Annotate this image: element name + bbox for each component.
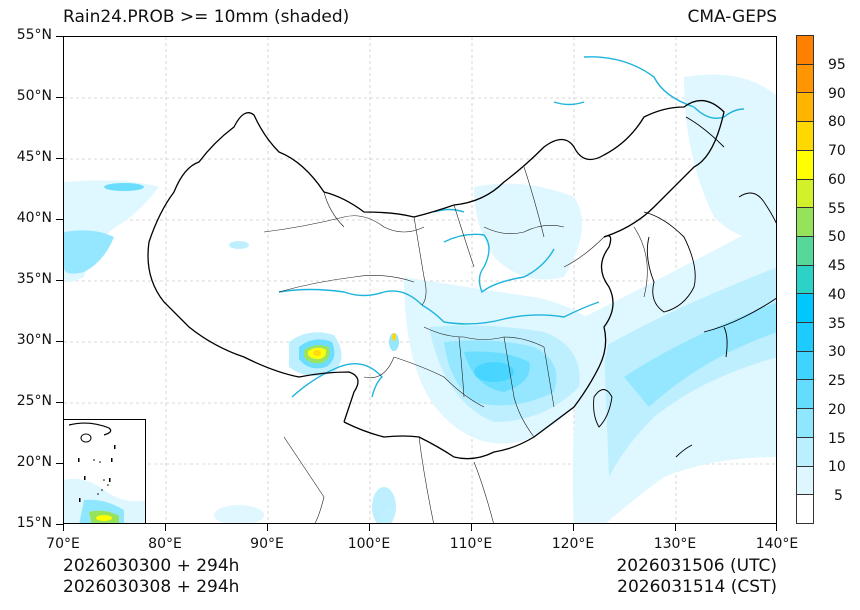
lat-label-30: 30°N — [16, 332, 52, 348]
colorbar-segment — [797, 208, 813, 237]
lat-label-20: 20°N — [16, 454, 52, 470]
colorbar-label: 20 — [828, 402, 846, 418]
colorbar-label: 50 — [828, 229, 846, 245]
chart-title: Rain24.PROB >= 10mm (shaded) — [63, 7, 350, 27]
colorbar-label: 70 — [828, 143, 846, 159]
lat-label-45: 45°N — [16, 149, 52, 165]
lon-tick — [675, 524, 677, 531]
colorbar — [796, 35, 814, 524]
colorbar-label: 80 — [828, 114, 846, 130]
lat-label-55: 55°N — [16, 27, 52, 43]
lon-label-70: 70°E — [46, 536, 80, 552]
lat-tick — [56, 97, 63, 99]
colorbar-segment — [797, 409, 813, 438]
valid-time-utc: 2026031506 (UTC) — [616, 556, 777, 576]
colorbar-segment — [797, 351, 813, 381]
lon-label-90: 90°E — [250, 536, 284, 552]
colorbar-segment — [797, 437, 813, 467]
colorbar-label: 95 — [828, 57, 846, 73]
lon-label-130: 130°E — [653, 536, 697, 552]
colorbar-label: 15 — [828, 431, 846, 447]
colorbar-segment — [797, 265, 813, 295]
lon-tick — [63, 524, 65, 531]
init-time-block: 2026030300 + 294h 2026030308 + 294h — [63, 556, 239, 598]
colorbar-label: 30 — [828, 344, 846, 360]
colorbar-label: 5 — [834, 488, 843, 504]
precip-probability-map — [64, 37, 776, 523]
colorbar-label: 45 — [828, 258, 846, 274]
lon-tick — [573, 524, 575, 531]
colorbar-label: 10 — [828, 459, 846, 475]
lat-tick — [56, 219, 63, 221]
colorbar-segment — [797, 236, 813, 266]
province-borders — [263, 166, 648, 523]
colorbar-segment — [797, 93, 813, 123]
init-time-utc: 2026030300 + 294h — [63, 556, 240, 576]
lon-tick — [369, 524, 371, 531]
lat-label-50: 50°N — [16, 88, 52, 104]
colorbar-segment — [797, 294, 813, 324]
colorbar-label: 55 — [828, 201, 846, 217]
lon-tick — [471, 524, 473, 531]
precip-shading — [64, 74, 776, 523]
colorbar-label: 40 — [828, 287, 846, 303]
colorbar-segment — [797, 36, 813, 65]
colorbar-segment — [797, 323, 813, 352]
south-china-sea-inset — [63, 419, 146, 524]
colorbar-segment — [797, 466, 813, 496]
colorbar-segment — [797, 380, 813, 410]
lat-tick — [56, 36, 63, 38]
map-plot-area — [63, 36, 777, 524]
lat-tick — [56, 158, 63, 160]
colorbar-label: 90 — [828, 86, 846, 102]
lon-label-80: 80°E — [148, 536, 182, 552]
lat-tick — [56, 524, 63, 526]
lat-tick — [56, 402, 63, 404]
lon-label-140: 140°E — [755, 536, 799, 552]
lon-label-110: 110°E — [449, 536, 493, 552]
colorbar-segment — [797, 179, 813, 209]
colorbar-label: 25 — [828, 373, 846, 389]
valid-time-cst: 2026031514 (CST) — [617, 577, 777, 597]
colorbar-segment — [797, 122, 813, 151]
lon-tick — [776, 524, 778, 531]
colorbar-segment — [797, 150, 813, 180]
colorbar-segment — [797, 64, 813, 94]
valid-time-block: 2026031506 (UTC) 2026031514 (CST) — [616, 556, 777, 598]
lat-label-25: 25°N — [16, 393, 52, 409]
lon-tick — [267, 524, 269, 531]
lat-tick — [56, 341, 63, 343]
model-name: CMA-GEPS — [687, 7, 777, 27]
lon-tick — [165, 524, 167, 531]
lat-label-40: 40°N — [16, 210, 52, 226]
lat-tick — [56, 280, 63, 282]
lat-label-15: 15°N — [16, 515, 52, 531]
coastlines — [593, 116, 776, 458]
lat-label-35: 35°N — [16, 271, 52, 287]
colorbar-label: 35 — [828, 316, 846, 332]
colorbar-segment — [797, 495, 813, 523]
lon-label-120: 120°E — [551, 536, 595, 552]
colorbar-label: 60 — [828, 172, 846, 188]
init-time-cst: 2026030308 + 294h — [63, 577, 240, 597]
lat-tick — [56, 463, 63, 465]
national-borders — [147, 100, 725, 460]
lon-label-100: 100°E — [347, 536, 391, 552]
